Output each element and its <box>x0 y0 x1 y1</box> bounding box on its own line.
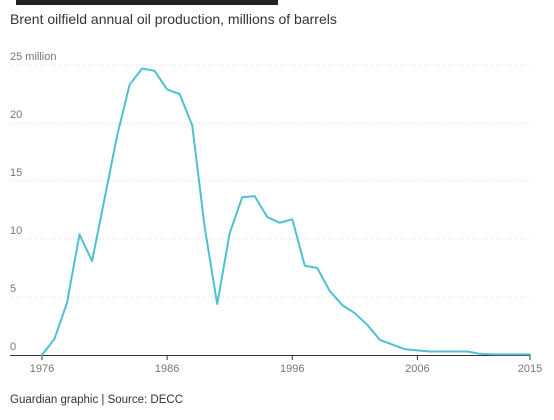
data-point <box>453 350 457 354</box>
y-tick-label: 5 <box>10 283 16 295</box>
data-point <box>115 134 119 138</box>
x-tick-label: 1976 <box>30 363 54 375</box>
grid-lines <box>10 64 530 298</box>
data-point <box>78 232 82 236</box>
data-point <box>190 123 194 127</box>
data-point <box>103 196 107 200</box>
x-axis <box>10 355 531 360</box>
x-tick-label: 2006 <box>405 363 429 375</box>
y-tick-label: 10 <box>10 225 22 237</box>
chart-title: Brent oilfield annual oil production, mi… <box>10 11 337 27</box>
data-point <box>428 350 432 354</box>
data-point <box>303 264 307 268</box>
data-point <box>240 195 244 199</box>
data-point <box>415 348 419 352</box>
y-tick-label: 15 <box>10 167 22 179</box>
data-point <box>353 311 357 315</box>
data-point <box>128 83 132 87</box>
data-point <box>440 350 444 354</box>
data-point <box>403 347 407 351</box>
x-tick-label: 2015 <box>518 363 542 375</box>
data-point <box>491 352 495 356</box>
data-point <box>516 352 520 356</box>
data-point <box>203 225 207 229</box>
data-point <box>478 352 482 356</box>
header-decoration <box>16 0 278 5</box>
data-point <box>465 350 469 354</box>
data-point <box>503 352 507 356</box>
data-point <box>390 343 394 347</box>
x-tick-labels: 1976 1986 1996 2006 2015 <box>30 363 542 375</box>
data-point <box>215 302 219 306</box>
y-tick-label: 0 <box>10 341 16 353</box>
y-tick-labels: 0 5 10 15 20 25 million <box>10 51 56 353</box>
data-point <box>253 194 257 198</box>
x-tick-label: 1996 <box>280 363 304 375</box>
data-point <box>315 266 319 270</box>
series-group <box>40 67 532 357</box>
data-point <box>265 215 269 219</box>
data-point <box>165 87 169 91</box>
data-point <box>340 303 344 307</box>
data-point <box>290 217 294 221</box>
data-point <box>65 301 69 305</box>
y-tick-label: 25 million <box>10 51 56 63</box>
header-decoration-bar <box>16 0 278 5</box>
data-point <box>228 231 232 235</box>
data-point <box>53 337 57 341</box>
data-point <box>365 323 369 327</box>
series-line <box>41 67 531 356</box>
data-point <box>328 289 332 293</box>
data-point <box>153 69 157 73</box>
data-point <box>40 353 44 357</box>
data-point <box>528 352 532 356</box>
data-point <box>378 338 382 342</box>
source-note: Guardian graphic | Source: DECC <box>10 394 184 406</box>
data-point <box>178 92 182 96</box>
x-tick-label: 1986 <box>155 363 179 375</box>
data-point <box>278 221 282 225</box>
data-point <box>140 67 144 71</box>
data-point <box>90 259 94 263</box>
y-tick-label: 20 <box>10 109 22 121</box>
